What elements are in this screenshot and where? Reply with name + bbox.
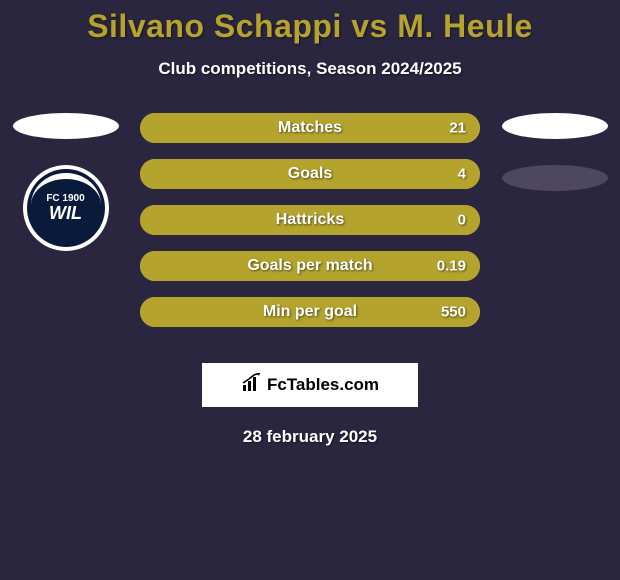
date-label: 28 february 2025 [0, 427, 620, 447]
subtitle: Club competitions, Season 2024/2025 [0, 59, 620, 79]
stat-label: Goals [288, 165, 332, 183]
stat-value: 21 [449, 120, 466, 137]
stat-label: Min per goal [263, 303, 357, 321]
player-photo-placeholder-right [502, 113, 608, 139]
player-photo-placeholder-left [13, 113, 119, 139]
comparison-infographic: Silvano Schappi vs M. Heule Club competi… [0, 0, 620, 580]
stat-value: 0 [458, 212, 466, 229]
stat-value: 550 [441, 304, 466, 321]
stat-bar-min-per-goal: Min per goal 550 [140, 297, 480, 327]
content-area: FC 1900WIL Matches 21 Goals 4 Hattricks … [0, 113, 620, 353]
stat-bar-hattricks: Hattricks 0 [140, 205, 480, 235]
brand-badge: FcTables.com [202, 363, 418, 407]
stat-bar-goals: Goals 4 [140, 159, 480, 189]
brand-text: FcTables.com [267, 375, 379, 395]
club-badge-label: FC 1900WIL [46, 194, 84, 222]
club-badge-left: FC 1900WIL [23, 165, 109, 251]
stat-label: Goals per match [247, 257, 372, 275]
stat-label: Matches [278, 119, 342, 137]
club-badge-placeholder-right [502, 165, 608, 191]
right-player-column [497, 113, 612, 217]
stat-bar-matches: Matches 21 [140, 113, 480, 143]
stat-value: 0.19 [437, 258, 466, 275]
stat-bar-goals-per-match: Goals per match 0.19 [140, 251, 480, 281]
left-player-column: FC 1900WIL [8, 113, 123, 251]
chart-icon [241, 373, 263, 398]
stat-bars: Matches 21 Goals 4 Hattricks 0 Goals per… [140, 113, 480, 327]
page-title: Silvano Schappi vs M. Heule [0, 0, 620, 45]
stat-label: Hattricks [276, 211, 344, 229]
stat-value: 4 [458, 166, 466, 183]
